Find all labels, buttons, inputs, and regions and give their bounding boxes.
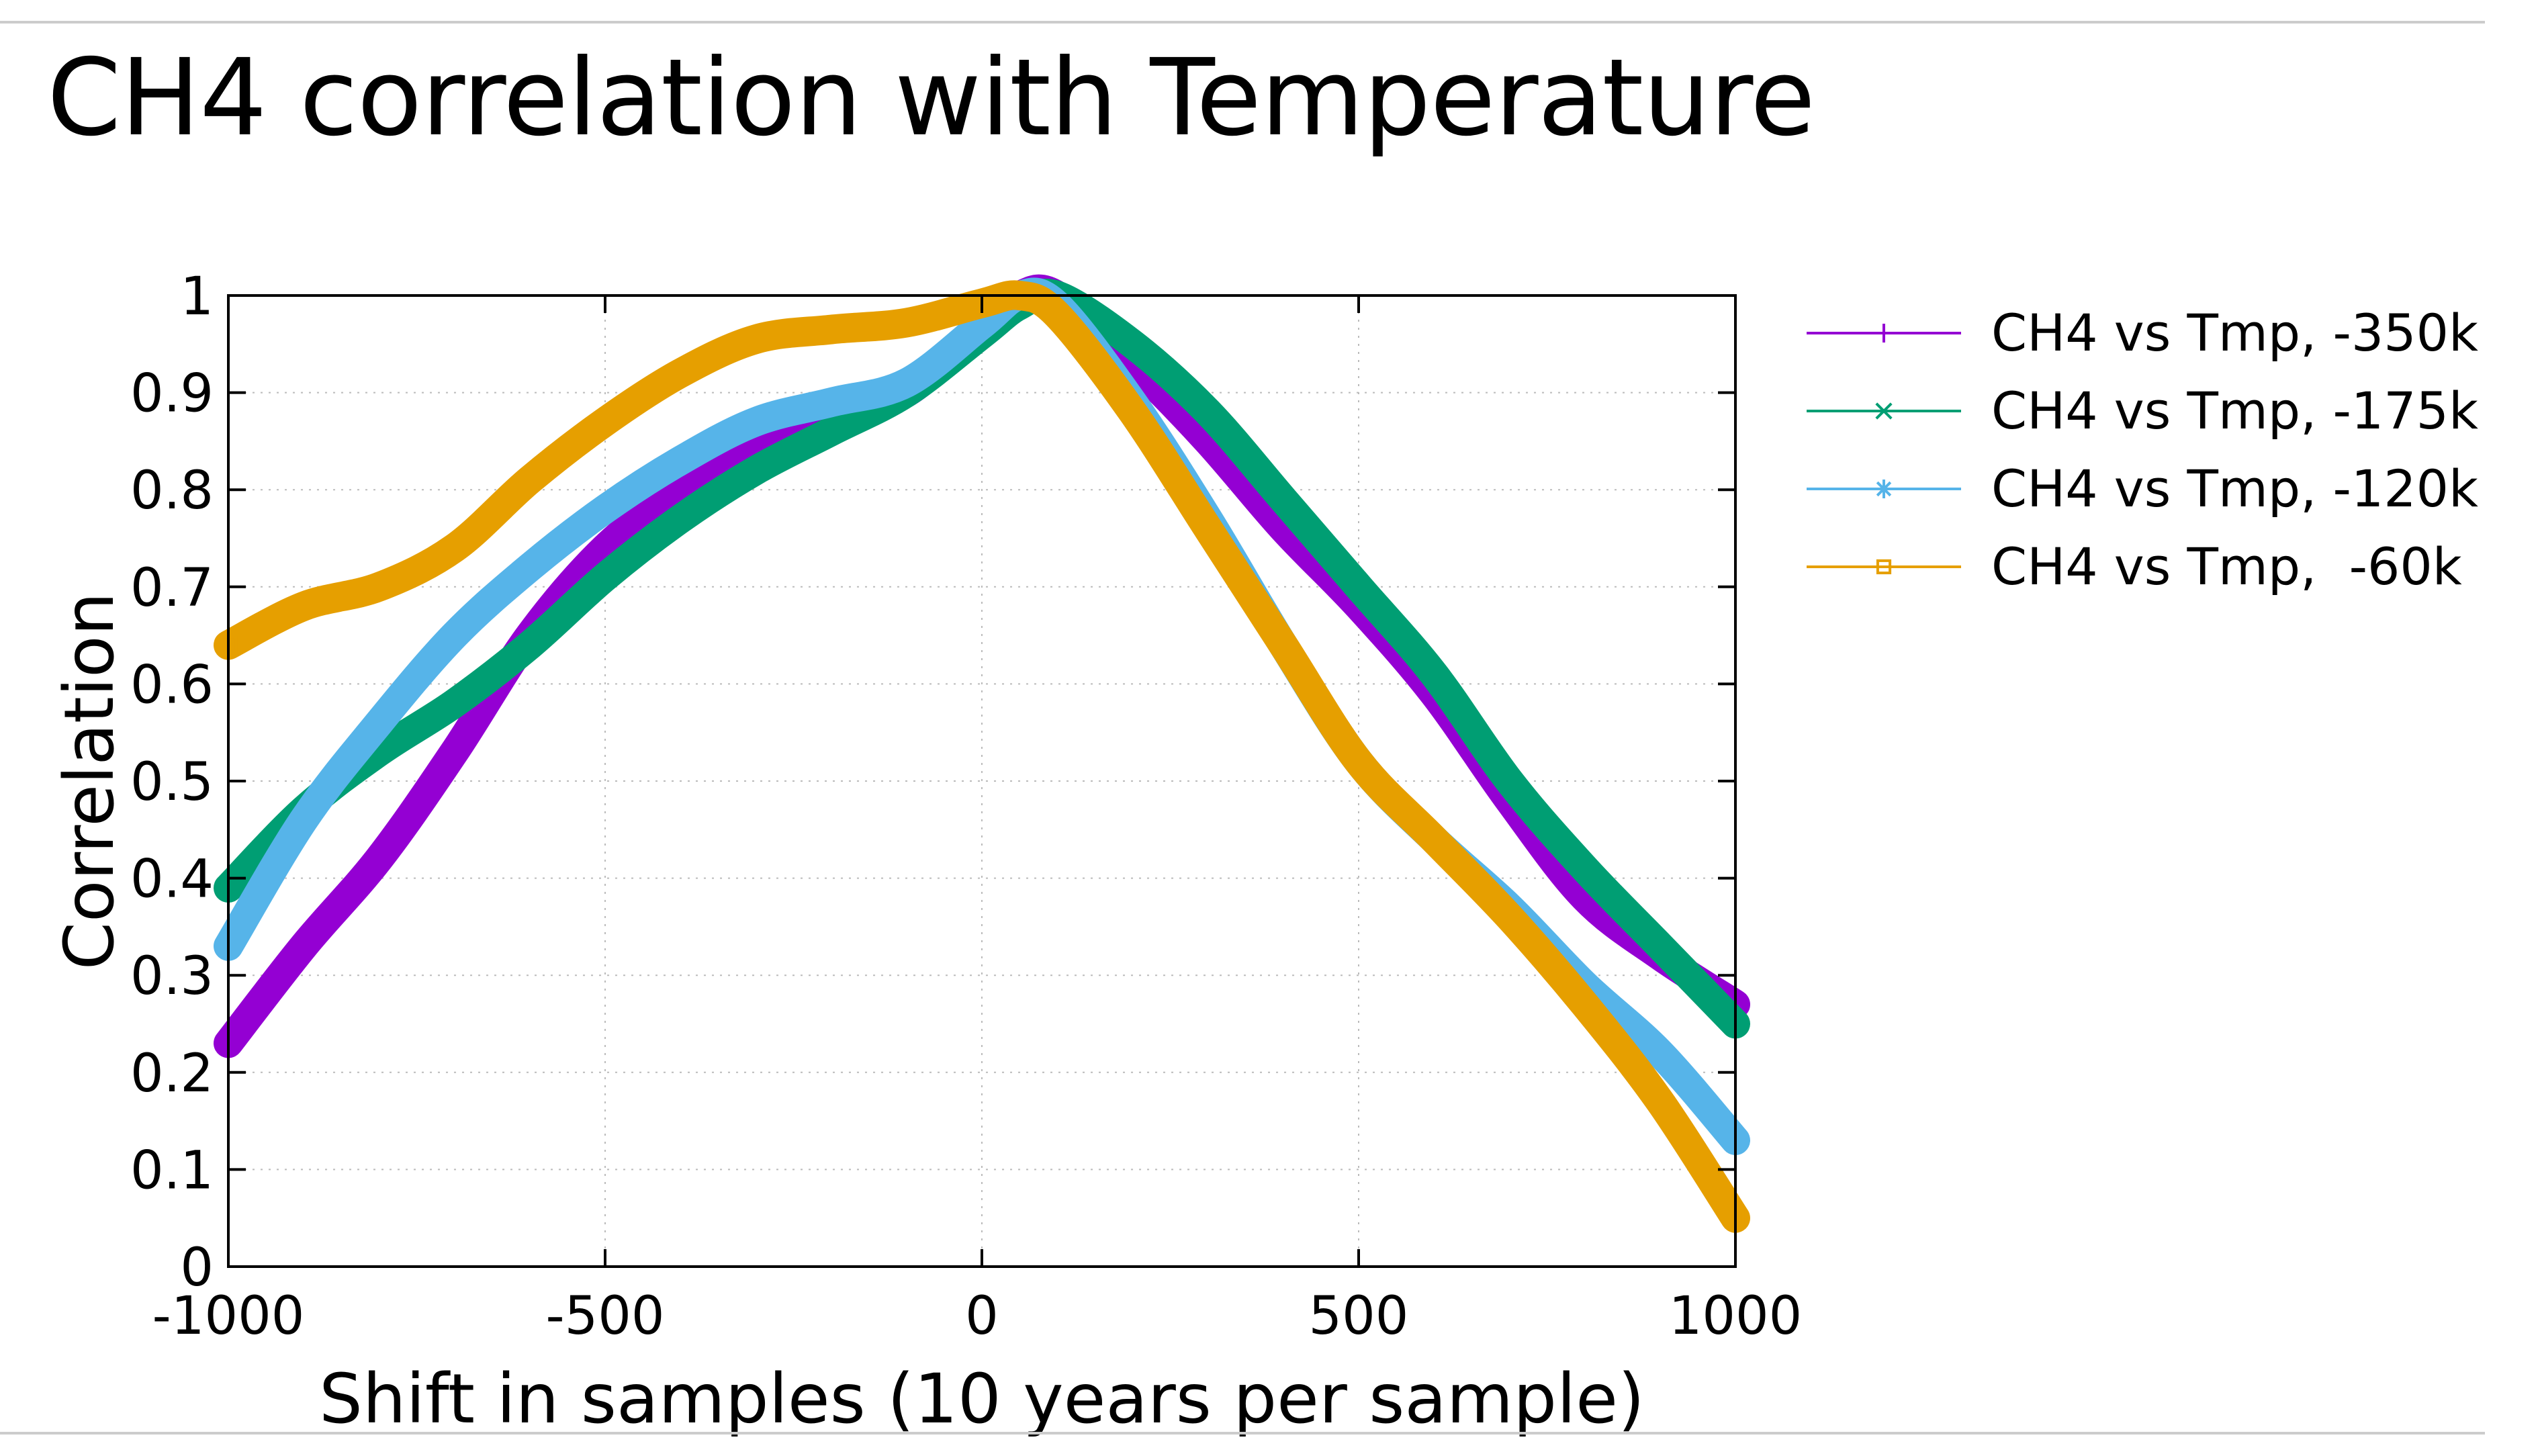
- legend-label: CH4 vs Tmp, -60k: [1991, 537, 2462, 596]
- legend-label: CH4 vs Tmp, -120k: [1991, 459, 2478, 518]
- series-line-3: [214, 280, 1750, 1233]
- x-tick-label: 0: [965, 1286, 999, 1347]
- y-tick-label: 0: [180, 1238, 214, 1298]
- legend-item-2: CH4 vs Tmp, -120k: [1807, 459, 2478, 518]
- legend: CH4 vs Tmp, -350k CH4 vs Tmp, -175k CH4 vs…: [1807, 303, 2478, 596]
- ticks: [227, 294, 1737, 1268]
- legend-marker-star: [1874, 480, 1893, 498]
- legend-item-1: CH4 vs Tmp, -175k: [1807, 381, 2478, 441]
- y-tick-label: 0.3: [130, 946, 214, 1007]
- x-tick-label: -500: [545, 1286, 664, 1347]
- legend-marker-x: [1875, 402, 1893, 420]
- y-tick-label: 0.1: [130, 1140, 214, 1201]
- legend-label: CH4 vs Tmp, -350k: [1991, 303, 2478, 363]
- x-axis-label: Shift in samples (10 years per sample): [319, 1359, 1645, 1439]
- y-tick-label: 0.7: [130, 558, 214, 619]
- y-tick-label: 1: [180, 267, 214, 327]
- legend-item-3: CH4 vs Tmp, -60k: [1807, 537, 2462, 596]
- x-tick-label: 500: [1309, 1286, 1409, 1347]
- tick-labels: 0 0.1 0.2 0.3 0.4 0.5 0.6 0.7 0.8 0.9 1 -1000 -500 0 5…: [130, 267, 1802, 1347]
- x-tick-label: 1000: [1669, 1286, 1803, 1347]
- y-tick-label: 0.6: [130, 655, 214, 715]
- y-axis-label: Correlation: [50, 592, 130, 970]
- y-tick-label: 0.5: [130, 752, 214, 813]
- x-tick-label: -1000: [152, 1286, 305, 1347]
- legend-item-0: CH4 vs Tmp, -350k: [1807, 303, 2478, 363]
- y-tick-label: 0.9: [130, 364, 214, 424]
- y-tick-label: 0.4: [130, 850, 214, 910]
- bottom-rule: [0, 1432, 2485, 1435]
- page-title: CH4 correlation with Temperature: [47, 36, 1815, 160]
- y-tick-label: 0.2: [130, 1044, 214, 1104]
- y-tick-label: 0.8: [130, 461, 214, 521]
- legend-marker-square: [1876, 559, 1892, 575]
- top-rule: [0, 21, 2485, 24]
- legend-label: CH4 vs Tmp, -175k: [1991, 381, 2478, 441]
- legend-marker-plus: [1874, 324, 1893, 343]
